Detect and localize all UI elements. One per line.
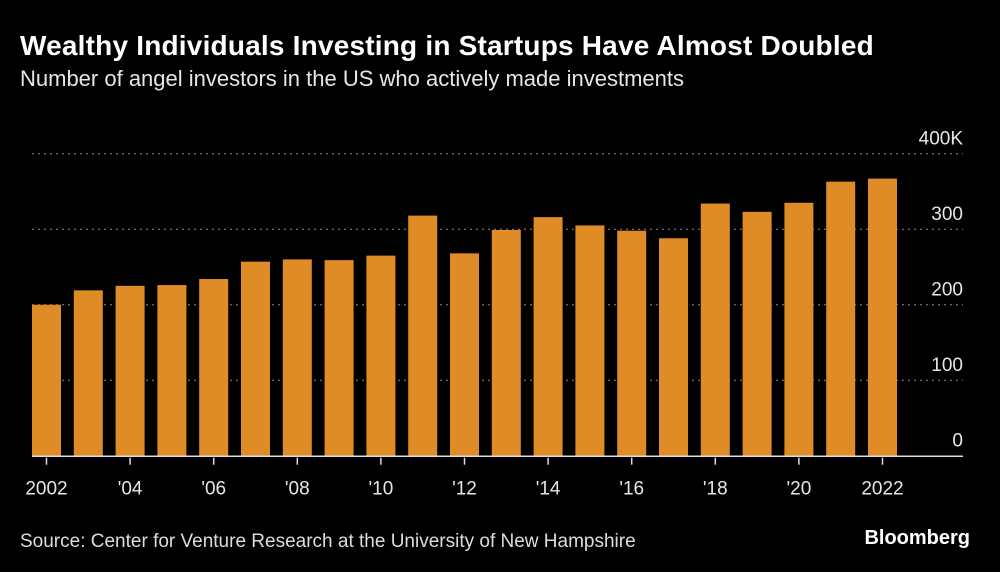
chart-title: Wealthy Individuals Investing in Startup… [20, 30, 874, 61]
bar-2020 [784, 202, 814, 456]
x-tick-label: '06 [201, 479, 226, 500]
bar-2022 [868, 178, 897, 456]
bloomberg-logo: Bloomberg [864, 527, 970, 549]
bar-2019 [742, 211, 772, 456]
x-tick-label: '08 [285, 479, 310, 500]
bar-2002 [32, 304, 61, 456]
x-tick-label: '20 [787, 479, 812, 500]
bar-2013 [491, 229, 521, 456]
bar-2021 [826, 181, 856, 456]
y-tick-label: 400K [919, 129, 964, 150]
bar-2006 [199, 279, 229, 456]
x-tick-label: '16 [619, 479, 644, 500]
y-tick-label: 200 [931, 280, 963, 301]
bar-2016 [617, 230, 647, 456]
bar-2015 [575, 225, 605, 456]
x-tick-label: '18 [703, 479, 728, 500]
x-tick-label: '14 [536, 479, 561, 500]
bar-2014 [533, 217, 563, 456]
x-tick-label: '04 [118, 479, 143, 500]
source-note: Source: Center for Venture Research at t… [20, 531, 636, 552]
y-tick-label: 100 [931, 355, 963, 376]
bar-2004 [115, 285, 145, 456]
bar-2018 [700, 203, 730, 456]
bar-2008 [282, 259, 312, 456]
bar-2005 [157, 285, 187, 456]
x-tick-label: 2022 [861, 479, 903, 500]
bar-2011 [408, 215, 438, 456]
bar-2009 [324, 260, 354, 456]
bar-2010 [366, 255, 396, 456]
bar-2007 [241, 261, 270, 456]
bar-2003 [73, 290, 103, 456]
y-tick-label: 300 [931, 204, 963, 225]
chart-subtitle: Number of angel investors in the US who … [20, 66, 684, 91]
y-tick-label: 0 [952, 431, 963, 452]
x-tick-label: '10 [369, 479, 394, 500]
bar-2012 [450, 253, 479, 456]
x-tick-label: 2002 [25, 479, 67, 500]
bar-2017 [659, 238, 688, 456]
x-tick-label: '12 [452, 479, 477, 500]
